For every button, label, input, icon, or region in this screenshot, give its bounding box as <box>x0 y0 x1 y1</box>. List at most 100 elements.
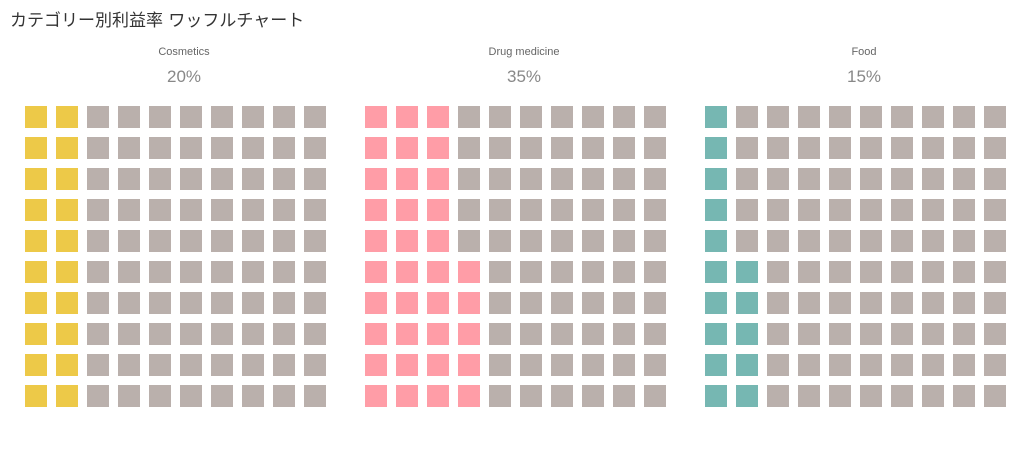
waffle-cell-filled <box>705 261 727 283</box>
waffle-cell-empty <box>582 106 604 128</box>
waffle-cell-filled <box>396 354 418 376</box>
waffle-cell-empty <box>613 292 635 314</box>
waffle-cell-empty <box>891 137 913 159</box>
waffle-cell-empty <box>520 199 542 221</box>
waffle-cell-empty <box>211 292 233 314</box>
waffle-cell-empty <box>304 261 326 283</box>
waffle-cell-empty <box>984 168 1006 190</box>
waffle-cell-filled <box>427 199 449 221</box>
waffle-cell-empty <box>829 261 851 283</box>
waffle-cell-empty <box>87 230 109 252</box>
waffle-cell-empty <box>211 261 233 283</box>
waffle-cell-empty <box>211 354 233 376</box>
waffle-cell-empty <box>520 137 542 159</box>
waffle-cell-empty <box>87 323 109 345</box>
waffle-cell-empty <box>613 261 635 283</box>
waffle-cell-empty <box>613 106 635 128</box>
waffle-cell-empty <box>829 385 851 407</box>
waffle-cell-empty <box>798 168 820 190</box>
waffle-cell-empty <box>891 354 913 376</box>
waffle-cell-filled <box>365 230 387 252</box>
waffle-cell-filled <box>365 106 387 128</box>
waffle-cell-empty <box>736 199 758 221</box>
waffle-cell-empty <box>953 106 975 128</box>
waffle-cell-empty <box>767 292 789 314</box>
waffle-cell-empty <box>644 261 666 283</box>
waffle-cell-empty <box>551 261 573 283</box>
waffle-grid-drug-medicine <box>365 106 666 407</box>
waffle-cell-empty <box>458 106 480 128</box>
waffle-cell-empty <box>273 261 295 283</box>
waffle-cell-empty <box>304 385 326 407</box>
percentage-label: 15% <box>846 67 882 86</box>
waffle-cell-empty <box>211 230 233 252</box>
waffle-cell-empty <box>767 354 789 376</box>
waffle-cell-empty <box>644 323 666 345</box>
waffle-cell-filled <box>427 292 449 314</box>
waffle-cell-empty <box>87 354 109 376</box>
waffle-cell-empty <box>922 354 944 376</box>
waffle-cell-empty <box>118 385 140 407</box>
waffle-cell-empty <box>922 292 944 314</box>
waffle-cell-empty <box>767 137 789 159</box>
waffle-cell-empty <box>149 261 171 283</box>
waffle-cell-filled <box>427 168 449 190</box>
waffle-cell-empty <box>180 106 202 128</box>
waffle-cell-filled <box>396 230 418 252</box>
waffle-cell-filled <box>396 137 418 159</box>
waffle-cell-empty <box>860 261 882 283</box>
waffle-cell-empty <box>118 106 140 128</box>
waffle-cell-empty <box>953 354 975 376</box>
waffle-cell-filled <box>56 230 78 252</box>
waffle-cell-empty <box>304 230 326 252</box>
waffle-cell-empty <box>304 323 326 345</box>
waffle-cell-empty <box>891 385 913 407</box>
waffle-cell-empty <box>551 292 573 314</box>
waffle-cell-empty <box>242 106 264 128</box>
waffle-cell-empty <box>860 292 882 314</box>
waffle-cell-empty <box>551 199 573 221</box>
waffle-cell-empty <box>582 354 604 376</box>
waffle-cell-filled <box>56 323 78 345</box>
waffle-cell-empty <box>984 106 1006 128</box>
category-label: Drug medicine <box>488 46 560 58</box>
waffle-cell-empty <box>489 199 511 221</box>
waffle-cell-empty <box>613 385 635 407</box>
waffle-cell-empty <box>613 199 635 221</box>
waffle-cell-empty <box>520 354 542 376</box>
waffle-cell-empty <box>242 168 264 190</box>
waffle-cell-empty <box>953 199 975 221</box>
waffle-cell-empty <box>767 106 789 128</box>
waffle-cell-empty <box>149 230 171 252</box>
waffle-cell-empty <box>180 230 202 252</box>
waffle-cell-empty <box>829 292 851 314</box>
waffle-cell-empty <box>798 323 820 345</box>
waffle-cell-empty <box>458 137 480 159</box>
waffle-cell-empty <box>489 385 511 407</box>
waffle-cell-filled <box>458 292 480 314</box>
waffle-cell-empty <box>798 137 820 159</box>
waffle-cell-filled <box>365 137 387 159</box>
waffle-cell-empty <box>118 261 140 283</box>
waffle-cell-empty <box>149 323 171 345</box>
waffle-cell-empty <box>118 230 140 252</box>
waffle-cell-empty <box>551 354 573 376</box>
waffle-cell-filled <box>705 230 727 252</box>
waffle-cell-empty <box>829 354 851 376</box>
waffle-cell-filled <box>365 199 387 221</box>
waffle-cell-filled <box>25 323 47 345</box>
waffle-cell-empty <box>87 199 109 221</box>
waffle-cell-filled <box>396 323 418 345</box>
waffle-cell-empty <box>767 230 789 252</box>
waffle-cell-filled <box>736 354 758 376</box>
waffle-cell-filled <box>25 385 47 407</box>
waffle-cell-empty <box>273 323 295 345</box>
waffle-cell-empty <box>304 168 326 190</box>
waffle-cell-empty <box>242 385 264 407</box>
waffle-cell-empty <box>767 199 789 221</box>
waffle-cell-empty <box>118 137 140 159</box>
waffle-cell-empty <box>644 354 666 376</box>
waffle-cell-empty <box>829 137 851 159</box>
waffle-cell-empty <box>551 168 573 190</box>
waffle-cell-filled <box>458 323 480 345</box>
